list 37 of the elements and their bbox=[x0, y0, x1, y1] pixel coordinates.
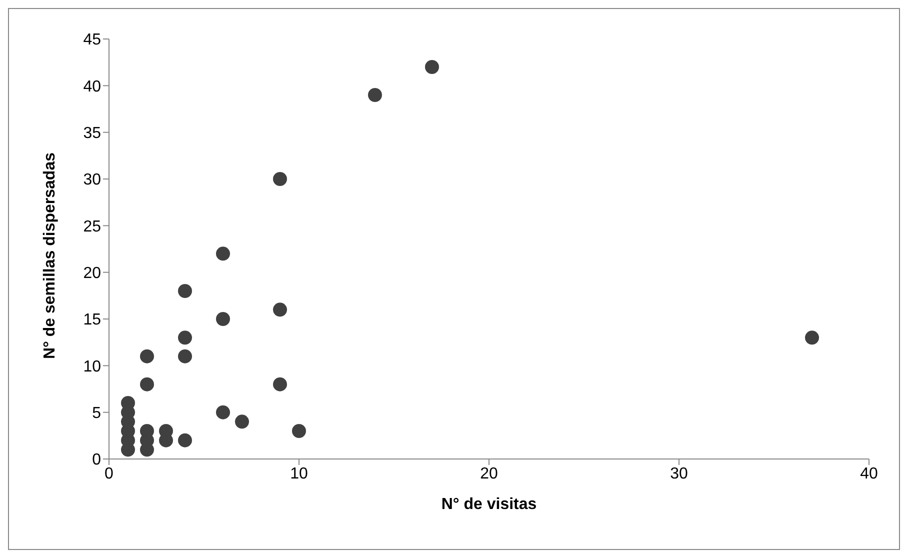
y-tick-label: 25 bbox=[83, 218, 102, 236]
point bbox=[178, 349, 192, 364]
y-tick-label: 20 bbox=[83, 265, 102, 282]
point bbox=[178, 284, 192, 298]
point bbox=[178, 330, 192, 345]
point bbox=[216, 312, 230, 326]
x-tick-label: 10 bbox=[290, 465, 308, 482]
x-axis-title: N° de visitas bbox=[441, 496, 537, 513]
y-tick-label: 35 bbox=[83, 125, 102, 142]
y-tick-label: 40 bbox=[83, 78, 102, 96]
point bbox=[159, 424, 173, 438]
point bbox=[425, 60, 439, 74]
y-tick-label: 45 bbox=[83, 32, 102, 49]
point bbox=[368, 88, 382, 102]
point bbox=[216, 246, 230, 261]
point bbox=[273, 172, 287, 186]
x-tick-label: 40 bbox=[860, 465, 878, 482]
point bbox=[273, 377, 287, 392]
y-axis-title: N° de semillas dispersadas bbox=[42, 152, 59, 359]
point bbox=[805, 330, 819, 345]
point bbox=[216, 405, 230, 420]
point bbox=[140, 349, 154, 364]
point bbox=[273, 302, 287, 317]
y-tick-label: 0 bbox=[92, 452, 102, 469]
x-tick-label: 0 bbox=[104, 465, 114, 482]
point bbox=[140, 424, 154, 438]
y-tick-label: 15 bbox=[83, 312, 102, 329]
y-tick-label: 5 bbox=[92, 405, 102, 422]
point bbox=[178, 433, 192, 448]
x-tick-label: 30 bbox=[670, 465, 688, 482]
point bbox=[235, 414, 249, 429]
y-tick-label: 30 bbox=[83, 172, 102, 189]
point bbox=[140, 377, 154, 392]
y-tick-label: 10 bbox=[83, 358, 102, 376]
point bbox=[121, 396, 135, 410]
x-tick-label: 20 bbox=[480, 465, 498, 482]
point bbox=[292, 424, 306, 438]
